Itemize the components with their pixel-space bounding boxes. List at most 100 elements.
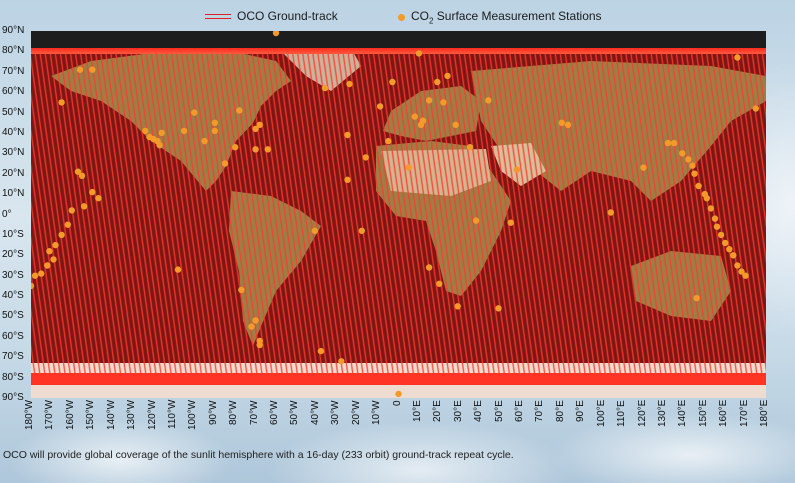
longitude-tick-label: 140°E — [677, 400, 689, 428]
station-marker — [376, 103, 384, 110]
longitude-tick-label: 40°W — [309, 400, 321, 425]
station-marker — [50, 256, 57, 263]
station-markers — [31, 31, 759, 398]
station-marker — [221, 160, 229, 167]
latitude-tick-label: 10°N — [2, 188, 25, 200]
station-marker — [454, 303, 461, 310]
station-marker — [238, 286, 245, 294]
latitude-tick-label: 70°N — [2, 65, 25, 77]
longitude-tick-label: 10°E — [411, 400, 423, 422]
station-marker — [321, 84, 329, 92]
longitude-tick-label: 60°E — [514, 400, 525, 422]
station-marker — [711, 215, 719, 222]
map-legend: OCO Ground-track CO2 Surface Measurement… — [0, 9, 795, 27]
longitude-tick-label: 30°W — [330, 400, 342, 425]
legend-stations-label: CO2 Surface Measurement Stations — [411, 9, 602, 26]
longitude-tick-label: 180°E — [759, 400, 770, 428]
station-marker — [389, 78, 396, 86]
station-marker — [726, 246, 733, 253]
latitude-tick-label: 50°N — [2, 106, 25, 118]
station-marker — [248, 323, 255, 330]
station-marker — [158, 129, 165, 137]
station-marker — [564, 121, 572, 128]
station-marker — [452, 121, 459, 128]
longitude-tick-label: 160°E — [718, 400, 730, 428]
station-marker — [174, 266, 182, 273]
ground-track-overlay — [31, 48, 766, 378]
station-marker — [252, 146, 259, 153]
latitude-tick-label: 90°S — [2, 392, 24, 403]
station-marker — [738, 268, 745, 275]
station-marker — [734, 262, 741, 269]
station-marker — [252, 317, 259, 324]
station-marker — [80, 203, 88, 210]
world-map — [31, 31, 766, 398]
station-marker — [64, 221, 71, 228]
station-marker — [78, 172, 86, 179]
station-marker — [311, 227, 318, 234]
longitude-tick-label: 90°W — [207, 400, 219, 425]
station-marker — [485, 97, 492, 104]
station-marker — [358, 227, 365, 234]
legend-item-stations: CO2 Surface Measurement Stations — [398, 9, 602, 25]
station-marker — [362, 154, 369, 161]
longitude-tick-label: 50°E — [493, 400, 505, 422]
longitude-tick-label: 110°E — [616, 400, 628, 427]
station-marker — [68, 207, 75, 214]
latitude-tick-label: 50°S — [2, 310, 24, 322]
latitude-tick-label: 10°S — [2, 228, 24, 240]
station-marker — [74, 168, 82, 175]
station-marker — [664, 139, 672, 147]
station-marker — [685, 156, 692, 163]
station-marker — [201, 137, 208, 145]
station-marker — [495, 305, 502, 312]
longitude-tick-label: 100°W — [187, 400, 199, 431]
station-marker — [180, 127, 188, 135]
longitude-tick-label: 130°E — [656, 400, 668, 428]
station-marker — [346, 80, 353, 88]
longitude-tick-label: 140°W — [105, 400, 117, 431]
longitude-tick-label: 150°W — [85, 400, 97, 431]
station-marker — [670, 139, 678, 147]
latitude-tick-label: 40°N — [2, 126, 25, 138]
longitude-tick-label: 180°W — [24, 400, 35, 431]
station-marker — [272, 31, 280, 37]
station-marker — [425, 264, 433, 271]
station-marker — [742, 272, 749, 279]
station-marker — [689, 162, 696, 169]
station-marker — [558, 119, 565, 127]
station-marker — [31, 272, 39, 279]
station-marker — [31, 282, 35, 290]
station-marker — [211, 119, 218, 127]
longitude-tick-label: 30°E — [452, 400, 464, 422]
longitude-tick-label: 20°E — [432, 400, 444, 422]
latitude-tick-label: 60°N — [2, 86, 25, 98]
station-marker — [256, 121, 263, 128]
station-marker — [466, 144, 474, 151]
latitude-tick-label: 30°S — [2, 269, 24, 281]
station-marker — [338, 358, 345, 365]
ground-track-swatch — [205, 13, 231, 19]
longitude-tick-label: 80°E — [554, 400, 566, 422]
latitude-tick-label: 60°S — [2, 330, 24, 342]
longitude-tick-label: 100°E — [595, 400, 607, 428]
longitude-tick-label: 150°E — [697, 400, 709, 428]
station-marker — [344, 131, 351, 139]
latitude-tick-label: 70°S — [2, 351, 24, 363]
station-swatch-icon — [398, 13, 405, 21]
station-marker — [44, 262, 51, 269]
station-marker — [419, 117, 427, 124]
station-marker — [76, 66, 84, 73]
station-marker — [734, 54, 741, 61]
longitude-tick-label: 60°W — [269, 400, 280, 425]
longitude-tick-label: 70°E — [534, 400, 546, 422]
station-marker — [444, 72, 451, 80]
station-marker — [717, 231, 725, 239]
longitude-tick-label: 70°W — [248, 400, 260, 425]
station-marker — [154, 137, 161, 145]
station-marker — [89, 66, 96, 73]
latitude-tick-label: 40°S — [2, 290, 24, 302]
station-marker — [58, 231, 65, 239]
longitude-tick-label: 160°W — [64, 400, 76, 431]
longitude-tick-label: 90°E — [575, 400, 587, 422]
